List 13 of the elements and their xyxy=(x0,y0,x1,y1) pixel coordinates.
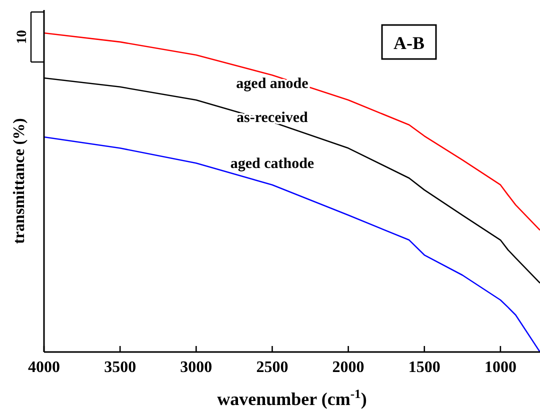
x-tick-label: 1500 xyxy=(408,359,440,376)
y-axis-title: transmittance (%) xyxy=(11,118,28,244)
x-tick-label: 4000 xyxy=(28,359,60,376)
annotation: A-B xyxy=(394,33,424,53)
series-label: aged anode xyxy=(236,76,309,92)
x-tick-label: 3000 xyxy=(180,359,212,376)
x-tick-label: 3500 xyxy=(104,359,136,376)
x-tick-label: 1000 xyxy=(484,359,516,376)
x-tick-label: 2000 xyxy=(332,359,364,376)
series-label: aged cathode xyxy=(230,156,314,172)
x-axis-title: wavenumber (cm$^{-1}$) xyxy=(217,387,367,409)
x-tick-label: 2500 xyxy=(256,359,288,376)
text: 10 xyxy=(15,30,30,44)
